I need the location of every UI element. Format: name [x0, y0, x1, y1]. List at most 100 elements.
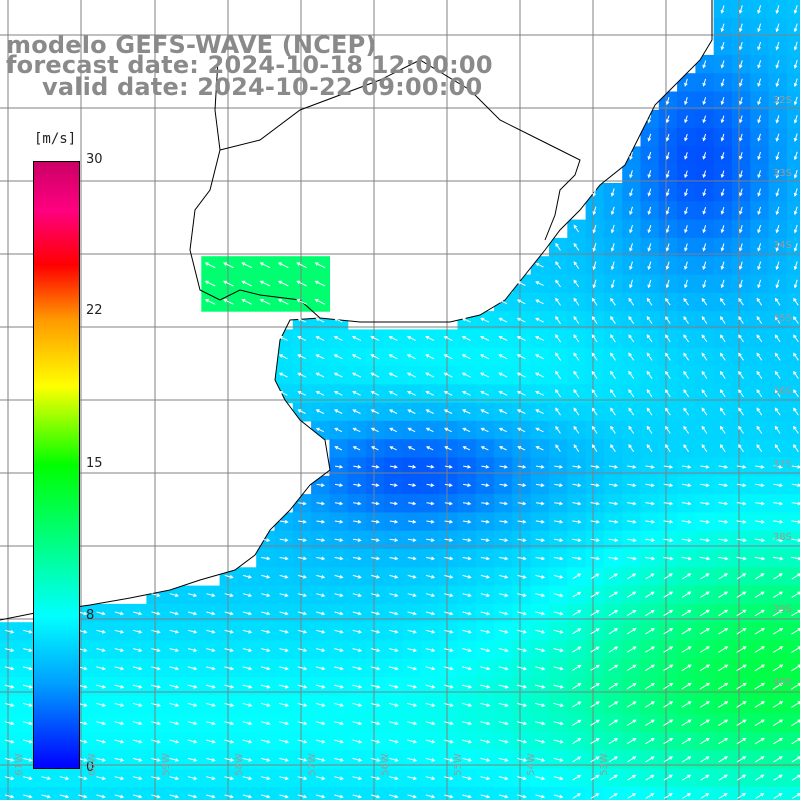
wind-arrow [23, 757, 33, 762]
wind-arrow [498, 648, 509, 652]
wind-arrow [665, 188, 670, 197]
wind-speed-cell [402, 786, 422, 800]
wind-arrow [370, 593, 381, 597]
wind-arrow [701, 444, 708, 453]
wind-arrow [757, 243, 762, 252]
wind-arrow [738, 60, 743, 69]
wind-arrow [608, 520, 619, 524]
wind-arrow [645, 538, 656, 543]
wind-arrow [755, 774, 765, 781]
wind-arrow [279, 574, 289, 579]
wind-arrow [261, 794, 271, 799]
wind-speed-cell [786, 256, 800, 276]
wind-arrow [498, 794, 509, 799]
wind-arrow [717, 646, 729, 653]
wind-speed-cell [18, 786, 38, 800]
wind-arrow [647, 279, 652, 289]
wind-arrow [187, 611, 198, 616]
wind-arrow [224, 757, 235, 762]
wind-speed-cell [164, 786, 184, 800]
wind-arrow [573, 297, 580, 306]
wind-arrow [772, 646, 784, 653]
wind-arrow [535, 776, 546, 781]
wind-arrow [22, 721, 33, 726]
wind-arrow [791, 483, 800, 488]
wind-arrow [718, 556, 729, 561]
wind-arrow [480, 317, 490, 323]
wind-arrow [517, 574, 527, 579]
wind-arrow [553, 538, 564, 542]
wind-arrow [626, 556, 637, 561]
wind-arrow [572, 719, 582, 726]
wind-arrow [498, 757, 509, 762]
lat-label: 32S [772, 95, 792, 106]
wind-arrow [757, 41, 762, 51]
wind-arrow [241, 280, 253, 287]
wind-arrow [608, 774, 618, 781]
wind-arrow [352, 648, 363, 652]
wind-vectors [4, 5, 800, 799]
wind-arrow [389, 538, 399, 542]
wind-arrow [793, 169, 798, 179]
wind-arrow [388, 391, 398, 396]
wind-arrow [718, 520, 729, 524]
wind-arrow [608, 501, 619, 506]
wind-arrow [206, 776, 216, 781]
wind-arrow [334, 501, 344, 506]
wind-arrow [151, 611, 161, 616]
wind-arrow [553, 702, 564, 707]
wind-arrow [260, 702, 271, 707]
wind-arrow [444, 593, 454, 597]
wind-speed-cell [786, 219, 800, 239]
wind-arrow [738, 23, 743, 33]
wind-arrow [516, 409, 526, 414]
wind-arrow [371, 538, 381, 542]
wind-arrow [261, 611, 271, 616]
wind-arrow [444, 538, 454, 542]
wind-arrow [334, 483, 344, 487]
wind-arrow [553, 629, 564, 634]
wind-arrow [316, 483, 325, 487]
wind-arrow [572, 483, 582, 488]
wind-arrow [334, 684, 344, 689]
wind-arrow [517, 446, 526, 451]
lon-label: 54W [525, 753, 537, 776]
wind-arrow [719, 352, 726, 361]
wind-arrow [297, 354, 307, 360]
wind-speed-cell [585, 786, 605, 800]
wind-arrow [647, 225, 652, 234]
wind-speed-cell [786, 475, 800, 495]
wind-arrow [791, 573, 800, 580]
wind-arrow [700, 520, 711, 524]
wind-arrow [736, 719, 747, 727]
wind-arrow [388, 336, 398, 341]
lon-label: 56W [379, 753, 391, 776]
wind-arrow [683, 370, 690, 379]
wind-arrow [645, 719, 655, 726]
wind-arrow [463, 465, 472, 469]
wind-arrow [754, 591, 765, 598]
wind-arrow [498, 739, 509, 744]
wind-arrow [610, 425, 616, 434]
wind-arrow [444, 556, 454, 561]
wind-arrow [535, 390, 544, 396]
wind-arrow [773, 483, 784, 488]
wind-speed-cell [695, 786, 715, 800]
wind-arrow [205, 702, 216, 707]
wind-arrow [444, 611, 454, 616]
wind-speed-cell [603, 786, 623, 800]
wind-arrow [736, 793, 747, 799]
wind-arrow [260, 721, 271, 726]
wind-arrow [408, 483, 417, 487]
wind-arrow [296, 280, 307, 287]
wind-arrow [718, 628, 729, 635]
wind-arrow [352, 666, 363, 671]
wind-arrow [684, 170, 688, 179]
wind-arrow [388, 739, 399, 744]
wind-arrow [757, 60, 762, 69]
wind-arrow [683, 407, 690, 416]
wind-arrow [682, 465, 692, 469]
wind-arrow [114, 721, 125, 726]
wind-arrow [114, 757, 125, 762]
